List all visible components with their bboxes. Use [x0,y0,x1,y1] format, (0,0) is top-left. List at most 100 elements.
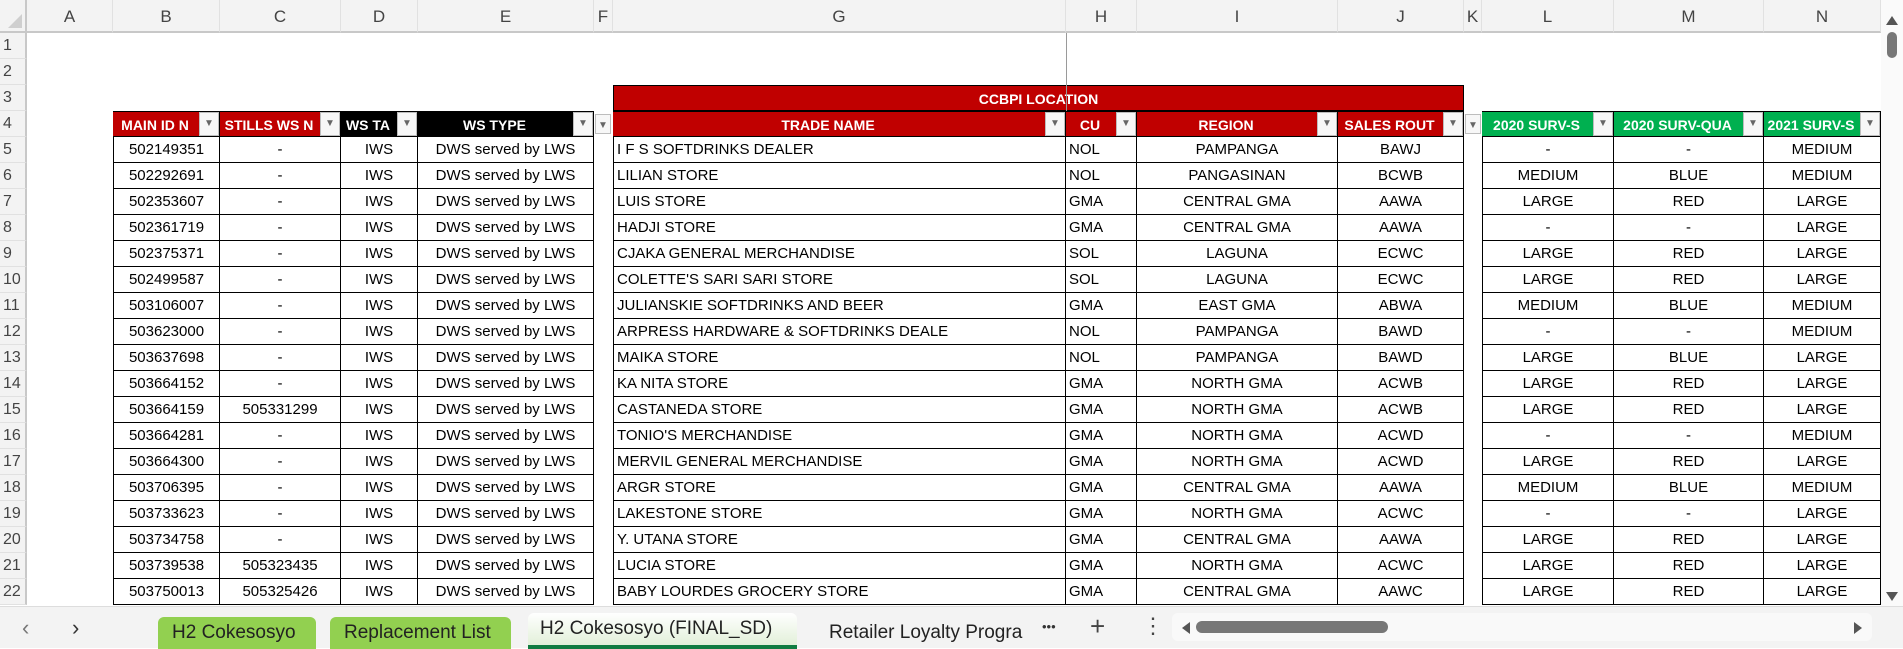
scroll-left-icon[interactable] [1182,622,1190,634]
table-cell[interactable]: 503664300 [113,449,220,475]
table-cell[interactable]: 502499587 [113,267,220,293]
row-header-1[interactable]: 1 [0,33,27,59]
table-cell[interactable]: MEDIUM [1482,293,1614,319]
row-header-11[interactable]: 11 [0,293,27,319]
row-header-16[interactable]: 16 [0,423,27,449]
table-cell[interactable]: - [220,267,341,293]
table-cell[interactable]: MEDIUM [1764,137,1881,163]
table-cell[interactable]: RED [1614,553,1764,579]
table-cell[interactable]: BLUE [1614,475,1764,501]
column-header-c[interactable]: C [220,0,341,33]
table-cell[interactable]: RED [1614,579,1764,605]
row-header-13[interactable]: 13 [0,345,27,371]
column-header-j[interactable]: J [1338,0,1464,33]
table-cell[interactable]: DWS served by LWS [418,371,594,397]
column-header-a[interactable]: A [27,0,113,33]
row-header-18[interactable]: 18 [0,475,27,501]
table-cell[interactable]: 502149351 [113,137,220,163]
filter-dropdown-icon[interactable]: ▼ [397,112,417,136]
column-header-k[interactable]: K [1464,0,1482,33]
table-cell[interactable]: BAWD [1338,319,1464,345]
table-cell[interactable]: RED [1614,371,1764,397]
table-cell[interactable]: AAWA [1338,189,1464,215]
row-header-7[interactable]: 7 [0,189,27,215]
table-cell[interactable]: DWS served by LWS [418,189,594,215]
table-cell[interactable]: NORTH GMA [1137,501,1338,527]
row-header-17[interactable]: 17 [0,449,27,475]
table-cell[interactable]: IWS [341,319,418,345]
table-cell[interactable]: ABWA [1338,293,1464,319]
select-all-corner[interactable] [0,0,27,33]
table-cell[interactable]: IWS [341,501,418,527]
table-cell[interactable]: - [1614,215,1764,241]
table-cell[interactable]: GMA [1066,449,1137,475]
table-cell[interactable]: CASTANEDA STORE [613,397,1066,423]
table-cell[interactable]: - [220,527,341,553]
table-cell[interactable]: - [220,501,341,527]
row-header-19[interactable]: 19 [0,501,27,527]
table-cell[interactable]: LARGE [1482,241,1614,267]
table-cell[interactable]: GMA [1066,475,1137,501]
column-header-f[interactable]: F [594,0,613,33]
row-header-21[interactable]: 21 [0,553,27,579]
table-cell[interactable]: LARGE [1764,267,1881,293]
table-cell[interactable]: 503623000 [113,319,220,345]
column-header-l[interactable]: L [1482,0,1614,33]
column-header-g[interactable]: G [613,0,1066,33]
table-cell[interactable]: NORTH GMA [1137,397,1338,423]
table-cell[interactable]: COLETTE'S SARI SARI STORE [613,267,1066,293]
table-cell[interactable]: - [1614,137,1764,163]
table-cell[interactable]: 503664159 [113,397,220,423]
table-cell[interactable]: DWS served by LWS [418,163,594,189]
column-header-b[interactable]: B [113,0,220,33]
table-cell[interactable]: 503664281 [113,423,220,449]
scroll-thumb[interactable] [1887,32,1897,58]
table-cell[interactable]: - [220,163,341,189]
filter-dropdown-icon[interactable]: ▼ [1116,112,1136,136]
table-cell[interactable]: - [1482,215,1614,241]
filter-dropdown-icon[interactable]: ▼ [320,112,340,136]
sheet-options-icon[interactable]: ⋮ [1142,613,1164,638]
table-cell[interactable]: GMA [1066,527,1137,553]
horizontal-scroll-thumb[interactable] [1196,621,1388,633]
table-cell[interactable]: 503733623 [113,501,220,527]
table-cell[interactable]: I F S SOFTDRINKS DEALER [613,137,1066,163]
row-header-6[interactable]: 6 [0,163,27,189]
table-cell[interactable]: Y. UTANA STORE [613,527,1066,553]
more-sheets-icon[interactable]: ••• [1042,619,1056,634]
table-cell[interactable]: AAWC [1338,579,1464,605]
table-cell[interactable]: MEDIUM [1482,475,1614,501]
table-cell[interactable]: SOL [1066,267,1137,293]
table-cell[interactable]: LARGE [1482,267,1614,293]
horizontal-scrollbar[interactable] [1172,613,1872,641]
table-cell[interactable]: 503750013 [113,579,220,605]
table-cell[interactable]: - [220,189,341,215]
table-cell[interactable]: CENTRAL GMA [1137,189,1338,215]
table-cell[interactable]: MAIKA STORE [613,345,1066,371]
table-cell[interactable]: - [220,137,341,163]
table-cell[interactable]: - [1482,319,1614,345]
table-cell[interactable]: MEDIUM [1764,423,1881,449]
vertical-scrollbar[interactable] [1881,0,1903,606]
table-cell[interactable]: - [220,449,341,475]
spreadsheet-grid[interactable]: CCBPI LOCATION A B C D E F G H I J K L M N 1 2 3 4 5 6 7 8 9 10… [0,0,1881,606]
table-cell[interactable]: MEDIUM [1764,475,1881,501]
table-cell[interactable]: DWS served by LWS [418,527,594,553]
column-header-i[interactable]: I [1137,0,1338,33]
table-cell[interactable]: LARGE [1764,449,1881,475]
row-header-15[interactable]: 15 [0,397,27,423]
table-cell[interactable]: AAWA [1338,527,1464,553]
table-cell[interactable]: LUCIA STORE [613,553,1066,579]
table-cell[interactable]: - [1614,319,1764,345]
table-cell[interactable]: LARGE [1764,501,1881,527]
table-cell[interactable]: - [1614,501,1764,527]
row-header-12[interactable]: 12 [0,319,27,345]
table-cell[interactable]: ACWB [1338,397,1464,423]
table-cell[interactable]: NOL [1066,319,1137,345]
table-cell[interactable]: ACWC [1338,501,1464,527]
table-cell[interactable]: IWS [341,189,418,215]
table-cell[interactable]: ECWC [1338,241,1464,267]
column-header-h[interactable]: H [1066,0,1137,33]
table-cell[interactable]: IWS [341,371,418,397]
table-cell[interactable]: DWS served by LWS [418,449,594,475]
